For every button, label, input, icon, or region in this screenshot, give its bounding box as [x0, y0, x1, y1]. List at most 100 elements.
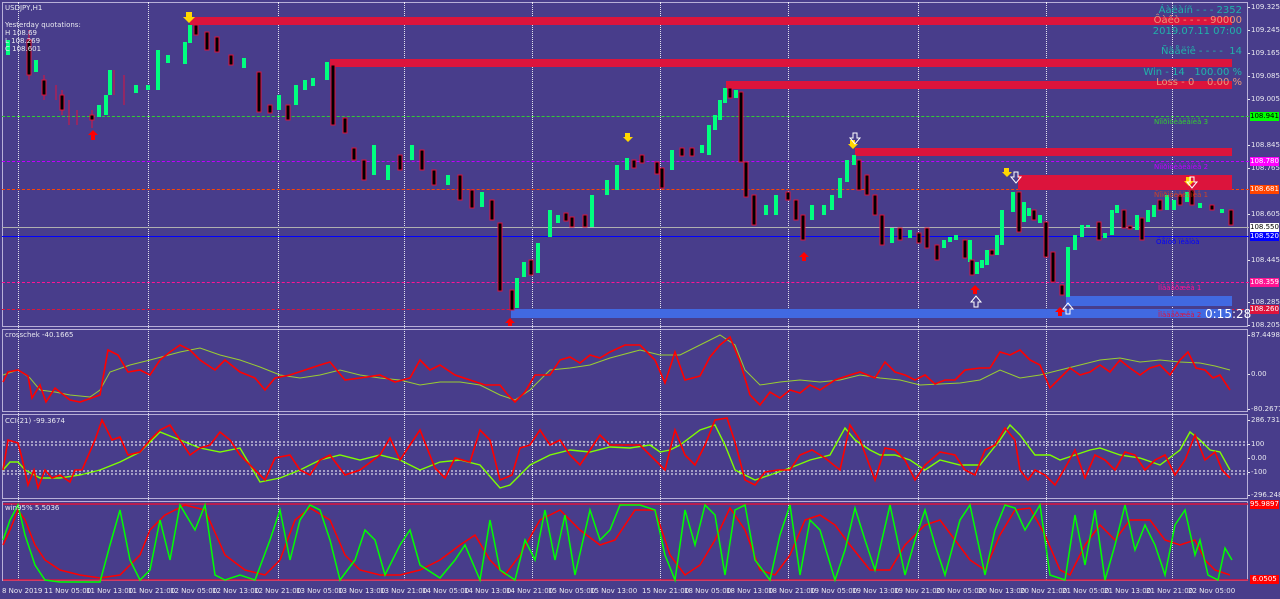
crosschek-pane[interactable]	[2, 329, 1248, 412]
crosschek-main-line	[2, 335, 1231, 407]
support-zone[interactable]	[1066, 296, 1232, 306]
r2-price-tag: 108.780	[1250, 157, 1279, 166]
yesterday-close: C 108.601	[5, 45, 42, 53]
time-label: 21 Nov 05:00	[1062, 587, 1110, 595]
yesterday-title: Yesterday quotations:	[5, 21, 81, 29]
pivot-line	[2, 236, 1249, 237]
resistance-zone[interactable]	[330, 59, 1232, 67]
crosschek-zero: 0.00	[1248, 370, 1267, 378]
price-tick: 108.205	[1248, 321, 1280, 329]
time-label: 12 Nov 05:00	[170, 587, 218, 595]
time-label: 8 Nov 2019	[2, 587, 43, 595]
time-label: 11 Nov 13:00	[86, 587, 134, 595]
resistance1-line	[2, 189, 1249, 190]
price-tick: 109.005	[1248, 95, 1280, 103]
bar-countdown: 0:15:28	[1205, 307, 1252, 321]
yesterday-high: H 108.69	[5, 29, 37, 37]
crosschek-signal-line	[2, 334, 1231, 401]
win-label: win95% 5.5036	[5, 504, 60, 512]
support-zone[interactable]	[511, 309, 1232, 318]
date-text: 2019.07.11 07:00	[1152, 26, 1242, 37]
price-tick: 108.605	[1248, 210, 1280, 218]
grid-line	[1046, 2, 1047, 580]
bid-price-tag: 108.550	[1250, 223, 1279, 232]
time-label: 20 Nov 21:00	[1020, 587, 1068, 595]
cci-main-line	[2, 417, 1231, 491]
pivot-price-tag: 108.520	[1250, 232, 1279, 241]
time-label: 13 Nov 05:00	[296, 587, 344, 595]
time-label: 15 Nov 13:00	[590, 587, 638, 595]
cci-min: -296.2488	[1248, 491, 1280, 499]
symbol-label: USDJPY,H1	[5, 4, 43, 12]
resistance3-line	[2, 116, 1249, 117]
time-label: 12 Nov 21:00	[254, 587, 302, 595]
cci-zero: 0.00	[1248, 454, 1267, 462]
crosschek-label: crosschek -40.1665	[5, 331, 74, 339]
resistance3-label: Ñîïðîòèâëåíèå 3	[1154, 118, 1209, 126]
loss-text: Loss - 0 0.00 %	[1156, 77, 1242, 88]
price-tick: 108.445	[1248, 256, 1280, 264]
cci-m100: -100	[1248, 468, 1267, 476]
price-tick: 108.765	[1248, 164, 1280, 172]
time-label: 19 Nov 13:00	[852, 587, 900, 595]
s1-price-tag: 108.359	[1250, 278, 1279, 287]
price-tick: 109.165	[1248, 49, 1280, 57]
crosschek-min: -80.2677	[1247, 405, 1280, 413]
win-max-tag: 95.9897	[1250, 500, 1279, 509]
grid-line	[788, 2, 789, 580]
resistance1-label: Ñîïðîòèâëåíèå 1	[1154, 191, 1209, 199]
resistance2-label: Ñîïðîòèâëåíèå 2	[1154, 163, 1209, 171]
time-label: 22 Nov 05:00	[1188, 587, 1236, 595]
grid-line	[660, 2, 661, 580]
win-min-tag: 6.0505	[1250, 575, 1279, 584]
pivot-label: Öåíòð ïèâîòà	[1156, 238, 1200, 246]
cci-label: CCI(21) -99.3674	[5, 417, 65, 425]
grid-line	[1172, 2, 1173, 580]
price-tick: 109.245	[1248, 26, 1280, 34]
cci-100: 100	[1247, 440, 1265, 448]
time-label: 18 Nov 13:00	[726, 587, 774, 595]
time-label: 19 Nov 05:00	[810, 587, 858, 595]
price-tick: 109.325	[1248, 3, 1280, 11]
resistance-zone[interactable]	[855, 148, 1232, 156]
r1-price-tag: 108.681	[1250, 185, 1279, 194]
r3-price-tag: 108.941	[1250, 112, 1279, 121]
time-label: 20 Nov 05:00	[936, 587, 984, 595]
s2-price-tag: 108.260	[1250, 305, 1279, 314]
grid-line	[148, 2, 149, 580]
time-label: 18 Nov 21:00	[768, 587, 816, 595]
cci-max: 286.731	[1248, 416, 1280, 424]
support1-label: Ïîääåðæêà 1	[1158, 284, 1202, 292]
time-label: 11 Nov 21:00	[128, 587, 176, 595]
cci-signal-line	[2, 423, 1231, 489]
time-label: 12 Nov 13:00	[212, 587, 260, 595]
grid-line	[18, 2, 19, 580]
time-label: 14 Nov 21:00	[506, 587, 554, 595]
price-tick: 109.085	[1248, 72, 1280, 80]
resistance-zone[interactable]	[190, 17, 1232, 25]
time-label: 13 Nov 21:00	[380, 587, 428, 595]
balance-text: Áàëàíñ - - - 2352	[1158, 5, 1242, 16]
time-label: 13 Nov 13:00	[338, 587, 386, 595]
bid-line	[2, 227, 1249, 228]
candles	[6, 24, 1234, 311]
profit-text: Ôàêò - - - - 90000	[1153, 15, 1242, 26]
resistance-zone[interactable]	[1018, 175, 1232, 190]
time-label: 11 Nov 05:00	[44, 587, 92, 595]
time-label: 15 Nov 05:00	[548, 587, 596, 595]
grid-line	[404, 2, 405, 580]
time-label: 18 Nov 05:00	[684, 587, 732, 595]
time-label: 19 Nov 21:00	[894, 587, 942, 595]
grid-line	[918, 2, 919, 580]
grid-line	[278, 2, 279, 580]
price-tick: 108.285	[1248, 298, 1280, 306]
grid-line	[532, 2, 533, 580]
win-main-line	[2, 502, 1233, 583]
trades-text: Ñäåëîê - - - - 14	[1160, 46, 1242, 57]
signal-arrows	[88, 12, 1199, 326]
cci-pane[interactable]	[2, 414, 1248, 499]
crosschek-max: 87.4498	[1248, 331, 1280, 339]
support1-line	[2, 282, 1249, 283]
resistance-zone[interactable]	[726, 81, 1232, 89]
